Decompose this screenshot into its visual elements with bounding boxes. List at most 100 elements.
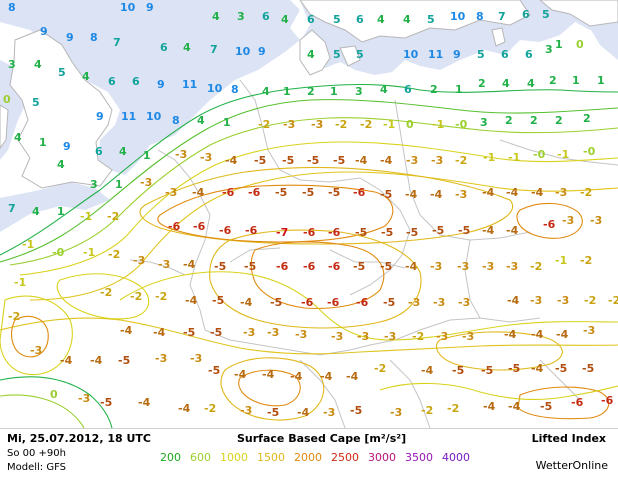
- lifted-index-value: -4: [430, 188, 443, 201]
- lifted-index-value: -5: [100, 396, 112, 409]
- lifted-index-value: 3: [545, 43, 553, 56]
- lifted-index-value: 5: [427, 13, 435, 26]
- lifted-index-value: 4: [377, 13, 385, 26]
- lifted-index-value: 2: [530, 114, 538, 127]
- lifted-index-value: -4: [380, 154, 393, 167]
- lifted-index-value: -4: [153, 326, 166, 339]
- lifted-index-value: 7: [8, 202, 16, 215]
- lifted-index-value: -4: [405, 260, 418, 273]
- lifted-index-value: 6: [404, 83, 412, 96]
- model-run: So 00 +90h: [7, 448, 66, 459]
- lifted-index-value: -3: [583, 324, 595, 337]
- lifted-index-value: -4: [346, 370, 359, 383]
- lifted-index-value: 2: [307, 85, 315, 98]
- contour-yellow-mid: [56, 273, 150, 320]
- lifted-index-value: -6: [327, 296, 340, 309]
- lifted-index-value: -6: [601, 394, 614, 407]
- sweden: [299, 0, 531, 43]
- lifted-index-value: -6: [543, 218, 556, 231]
- lifted-index-value: -4: [482, 224, 495, 237]
- lifted-index-value: 3: [480, 116, 488, 129]
- lifted-index-value: 4: [34, 58, 42, 71]
- lifted-index-value: -5: [458, 224, 470, 237]
- lifted-index-value: -3: [458, 296, 470, 309]
- lifted-index-value: -4: [531, 362, 544, 375]
- lifted-index-value: 3: [355, 85, 363, 98]
- lifted-index-value: 8: [8, 1, 16, 14]
- lifted-index-value: 5: [333, 48, 341, 61]
- lifted-index-value: -3: [462, 330, 474, 343]
- lifted-index-value: -5: [254, 154, 266, 167]
- map-footer: Mi, 25.07.2012, 18 UTC So 00 +90h Modell…: [0, 428, 618, 479]
- legend-item: 3500: [405, 451, 433, 464]
- lifted-index-value: 11: [428, 48, 443, 61]
- contour-orange-se: [517, 386, 610, 420]
- lifted-index-value: -1: [555, 254, 567, 267]
- contour-orange-south-2: [220, 357, 325, 421]
- contour-orange-2: [157, 184, 394, 243]
- lifted-index-value: 4: [307, 48, 315, 61]
- lifted-index-value: -5: [582, 362, 594, 375]
- lifted-index-value: -1: [432, 118, 444, 131]
- lifted-index-value: -3: [133, 254, 145, 267]
- lifted-index-value: -3: [283, 118, 295, 131]
- contour-yellow-west: [0, 295, 73, 376]
- lifted-index-value: 11: [121, 110, 136, 123]
- lifted-index-value: -2: [108, 248, 120, 261]
- lifted-index-value: -3: [557, 294, 569, 307]
- lifted-index-value: 4: [262, 85, 270, 98]
- lifted-index-value: -5: [353, 260, 365, 273]
- lifted-index-value: -4: [60, 354, 73, 367]
- lifted-index-value: -3: [590, 214, 602, 227]
- lifted-index-value: -2: [530, 260, 542, 273]
- lifted-index-value: 4: [502, 77, 510, 90]
- lifted-index-value: 4: [14, 131, 22, 144]
- lifted-index-value: -4: [504, 328, 517, 341]
- lifted-index-value: -4: [508, 400, 521, 413]
- lifted-index-value: 6: [525, 48, 533, 61]
- lifted-index-value: -5: [452, 364, 464, 377]
- contour-lines: [0, 83, 618, 428]
- lifted-index-value: -1: [80, 210, 92, 223]
- lifted-index-value: 4: [183, 41, 191, 54]
- lifted-index-value: -5: [302, 186, 314, 199]
- lifted-index-value: -2: [204, 402, 216, 415]
- lifted-index-value: -4: [138, 396, 151, 409]
- lifted-index-value: 1: [597, 74, 605, 87]
- lifted-index-value: -4: [506, 224, 519, 237]
- contour-orange-east: [516, 202, 583, 239]
- lifted-index-value: -7: [276, 226, 288, 239]
- lifted-index-value: 4: [380, 83, 388, 96]
- lifted-index-value: 2: [555, 114, 563, 127]
- lifted-index-value: -6: [356, 296, 369, 309]
- lifted-index-value: 6: [501, 48, 509, 61]
- lifted-index-value: 10: [120, 1, 136, 14]
- lifted-index-value: -2: [130, 290, 142, 303]
- lifted-index-value: -5: [282, 154, 294, 167]
- lifted-index-value: -6: [193, 220, 206, 233]
- lifted-index-value: 2: [505, 114, 513, 127]
- brand-name: WetterOnline: [535, 459, 608, 472]
- contour-green-2: [0, 99, 618, 263]
- lifted-index-value: 5: [477, 48, 485, 61]
- lifted-index-value: 0: [576, 38, 584, 51]
- lifted-index-value: -2: [580, 254, 592, 267]
- lifted-index-value: 6: [356, 13, 364, 26]
- lifted-index-value: -5: [244, 260, 256, 273]
- lifted-index-value: 9: [63, 140, 71, 153]
- lifted-index-value: 7: [113, 36, 121, 49]
- lifted-index-value: -6: [571, 396, 584, 409]
- lifted-index-value: -3: [390, 406, 402, 419]
- lifted-index-value: -4: [234, 368, 247, 381]
- lifted-index-value: 1: [455, 83, 463, 96]
- lifted-index-value: -4: [192, 186, 205, 199]
- north-sea: [0, 0, 300, 175]
- lifted-index-value: -3: [155, 352, 167, 365]
- legend-item: 1000: [220, 451, 248, 464]
- lifted-index-value: -3: [240, 404, 252, 417]
- lifted-index-value: -5: [328, 186, 340, 199]
- lifted-index-value: 1: [572, 74, 580, 87]
- lifted-index-value: -5: [214, 260, 226, 273]
- legend-item: 2500: [331, 451, 359, 464]
